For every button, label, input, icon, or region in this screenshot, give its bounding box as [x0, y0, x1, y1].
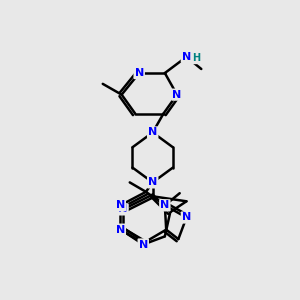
Text: N: N — [135, 68, 144, 78]
Text: N: N — [118, 204, 127, 214]
Text: N: N — [139, 239, 148, 250]
Text: N: N — [148, 177, 157, 188]
Text: N: N — [148, 128, 157, 137]
Text: H: H — [192, 53, 200, 63]
Text: N: N — [182, 52, 191, 62]
Text: N: N — [116, 200, 125, 210]
Text: N: N — [160, 200, 170, 210]
Text: N: N — [116, 225, 125, 235]
Text: N: N — [182, 212, 191, 223]
Text: N: N — [172, 90, 182, 100]
